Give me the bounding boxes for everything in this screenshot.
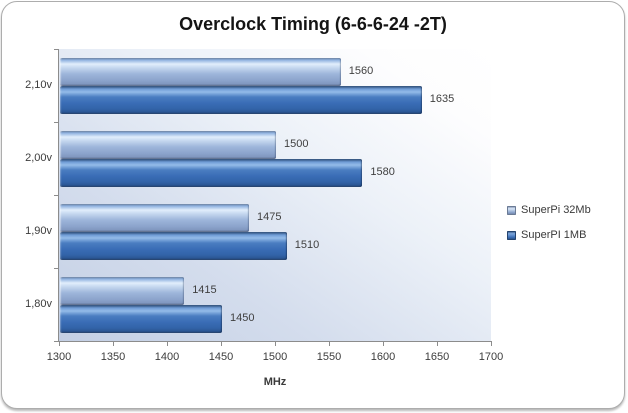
bar-superpi-1mb-2_10v <box>60 85 422 114</box>
x-axis-tick-label: 1350 <box>100 351 126 363</box>
x-axis-tick-label: 1400 <box>154 351 180 363</box>
data-label: 1635 <box>429 92 455 105</box>
y-axis-category-label: 2,10v <box>25 78 52 91</box>
x-axis-tick <box>436 341 438 346</box>
y-axis-category-label: 2,00v <box>25 151 52 164</box>
x-axis-title: MHz <box>263 376 287 388</box>
x-axis-tick <box>382 341 384 346</box>
x-axis-tick-label: 1500 <box>262 351 288 363</box>
y-axis-tick <box>54 122 59 123</box>
plot-area: 1560 1635 1500 1580 1475 1510 1415 1450 <box>59 49 491 341</box>
x-axis-tick <box>112 341 114 346</box>
y-axis-tick <box>54 341 59 342</box>
data-label: 1500 <box>284 137 309 150</box>
x-axis-tick <box>166 341 168 346</box>
legend: SuperPi 32Mb SuperPI 1MB <box>507 204 591 254</box>
bar-superpi-1mb-2_00v <box>60 158 363 187</box>
x-axis-tick-label: 1300 <box>46 351 72 363</box>
x-axis-tick <box>328 341 330 346</box>
legend-swatch-icon <box>507 230 516 240</box>
x-axis-tick-label: 1650 <box>424 351 450 363</box>
y-axis-tick <box>54 49 59 50</box>
x-axis-tick-label: 1700 <box>478 351 504 363</box>
y-axis-category-label: 1,80v <box>25 297 52 310</box>
data-label: 1415 <box>192 283 217 296</box>
x-axis-line <box>54 341 492 342</box>
bar-superpi-32mb-2_10v <box>60 57 341 86</box>
bar-superpi-1mb-1_90v <box>60 231 287 260</box>
data-label: 1510 <box>294 238 320 251</box>
x-axis-tick <box>490 341 492 346</box>
bar-superpi-32mb-1_90v <box>60 203 249 232</box>
bar-superpi-32mb-1_80v <box>60 276 185 305</box>
data-label: 1475 <box>257 210 282 223</box>
x-axis-tick <box>274 341 276 346</box>
bar-superpi-1mb-1_80v <box>60 304 222 333</box>
data-label: 1580 <box>370 165 395 178</box>
bar-superpi-32mb-2_00v <box>60 130 276 159</box>
legend-label: SuperPi 32Mb <box>521 204 591 216</box>
y-axis-tick <box>54 195 59 196</box>
y-axis-tick <box>54 268 59 269</box>
legend-swatch-icon <box>507 205 516 215</box>
legend-item-superpi-1mb: SuperPI 1MB <box>507 229 591 241</box>
x-axis-tick-label: 1450 <box>208 351 234 363</box>
data-label: 1450 <box>230 311 255 324</box>
x-axis-tick-label: 1550 <box>316 351 342 363</box>
chart-title: Overclock Timing (6-6-6-24 -2T) <box>179 14 447 34</box>
x-axis-tick-label: 1600 <box>370 351 396 363</box>
data-label: 1560 <box>348 64 374 77</box>
x-axis-tick <box>220 341 222 346</box>
legend-label: SuperPI 1MB <box>521 229 587 241</box>
y-axis-category-label: 1,90v <box>25 224 52 237</box>
legend-item-superpi-32mb: SuperPi 32Mb <box>507 204 591 216</box>
x-axis-tick <box>58 341 60 346</box>
